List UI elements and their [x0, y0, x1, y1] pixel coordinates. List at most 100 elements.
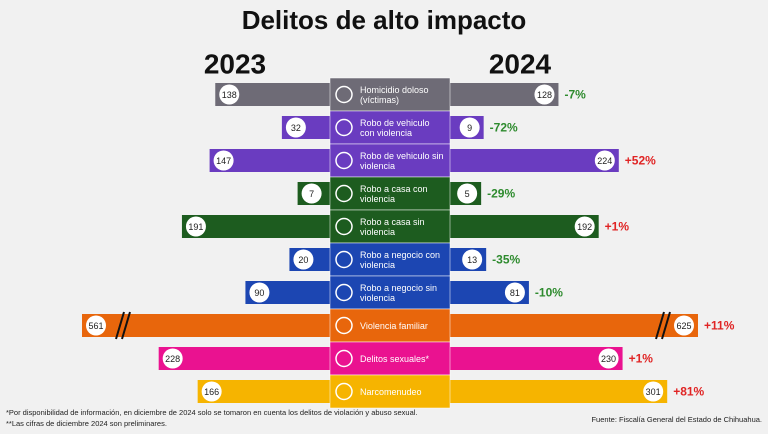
category-label: Robo de vehiculo con violencia	[360, 117, 430, 138]
value-badge	[598, 348, 619, 369]
category-icon	[335, 316, 353, 335]
axis-break	[121, 311, 131, 340]
value-label: 13	[467, 255, 477, 265]
value-badge	[457, 183, 478, 204]
category-box	[329, 308, 451, 343]
bar	[158, 347, 330, 370]
value-badge	[674, 315, 694, 336]
value-label: 128	[537, 90, 552, 100]
value-label: 561	[88, 321, 103, 331]
footnote: *Por disponibilidad de información, en d…	[6, 408, 418, 417]
value-badge	[201, 381, 222, 402]
value-label: 224	[597, 156, 612, 166]
value-label: 90	[254, 288, 264, 298]
change-label: -10%	[535, 286, 563, 300]
change-label: -29%	[487, 187, 515, 201]
chart-title: Delitos de alto impacto	[242, 5, 527, 35]
category-label: Robo a casa con violencia	[360, 183, 428, 204]
value-badge	[293, 249, 314, 270]
value-label: 191	[188, 222, 203, 232]
change-label: +52%	[625, 154, 656, 168]
source: Fuente: Fiscalía General del Estado de C…	[591, 415, 762, 424]
value-badge	[534, 84, 555, 105]
value-badge	[594, 150, 615, 171]
bar	[82, 314, 330, 337]
category-label: Delitos sexuales*	[360, 353, 430, 364]
bar	[215, 83, 330, 106]
value-badge	[301, 183, 322, 204]
bar	[209, 149, 330, 172]
category-box	[329, 275, 451, 310]
change-label: +1%	[605, 220, 630, 234]
category-box	[329, 341, 451, 376]
legend-left: 2023	[204, 48, 266, 79]
value-label: 166	[204, 387, 219, 397]
change-label: -72%	[490, 121, 518, 135]
category-box	[329, 374, 451, 409]
axis-break	[655, 311, 665, 340]
value-badge	[213, 150, 234, 171]
category-label: Robo de vehiculo sin violencia	[360, 150, 444, 171]
category-icon	[335, 382, 353, 401]
category-label: Robo a negocio con violencia	[360, 249, 441, 270]
value-badge	[462, 249, 483, 270]
value-label: 7	[309, 189, 314, 199]
bar	[181, 215, 330, 238]
value-badge	[249, 282, 270, 303]
category-label: Robo a negocio sin violencia	[360, 282, 438, 303]
category-box	[329, 242, 451, 277]
change-label: +81%	[673, 385, 704, 399]
category-label: Violencia familiar	[360, 320, 428, 331]
category-box	[329, 176, 451, 211]
category-icon	[335, 217, 353, 236]
value-badge	[219, 84, 240, 105]
change-label: +11%	[704, 319, 735, 333]
value-badge	[574, 216, 595, 237]
category-label: Robo a casa sin violencia	[360, 216, 425, 237]
value-label: 192	[577, 222, 592, 232]
category-box	[329, 209, 451, 244]
legend-right: 2024	[489, 48, 552, 79]
axis-break	[661, 311, 671, 340]
value-label: 81	[510, 288, 520, 298]
category-box	[329, 77, 451, 112]
bar	[450, 83, 559, 106]
value-badge	[285, 117, 306, 138]
bar	[197, 380, 330, 403]
category-icon	[335, 283, 353, 302]
value-badge	[86, 315, 106, 336]
value-badge	[504, 282, 525, 303]
category-label: Narcomenudeo	[360, 386, 422, 397]
change-label: +1%	[629, 352, 654, 366]
category-icon	[335, 184, 353, 203]
value-label: 301	[646, 387, 661, 397]
bar	[450, 347, 623, 370]
category-icon	[335, 349, 353, 368]
category-box	[329, 143, 451, 178]
value-label: 20	[298, 255, 308, 265]
change-label: -35%	[492, 253, 520, 267]
value-label: 147	[216, 156, 231, 166]
category-label: Homicidio doloso (víctimas)	[360, 84, 429, 105]
value-badge	[459, 117, 480, 138]
axis-break	[115, 311, 125, 340]
change-label: -7%	[564, 88, 586, 102]
value-badge	[643, 381, 664, 402]
bar	[450, 149, 619, 172]
category-icon	[335, 151, 353, 170]
bar	[450, 314, 698, 337]
footnote: **Las cifras de diciembre 2024 son preli…	[6, 419, 167, 428]
value-badge	[185, 216, 206, 237]
category-icon	[335, 85, 353, 104]
value-label: 625	[676, 321, 691, 331]
value-label: 9	[467, 123, 472, 133]
bar	[450, 215, 599, 238]
category-icon	[335, 118, 353, 137]
value-badge	[162, 348, 183, 369]
bar	[450, 380, 668, 403]
value-label: 32	[291, 123, 301, 133]
value-label: 228	[165, 354, 180, 364]
value-label: 138	[222, 90, 237, 100]
